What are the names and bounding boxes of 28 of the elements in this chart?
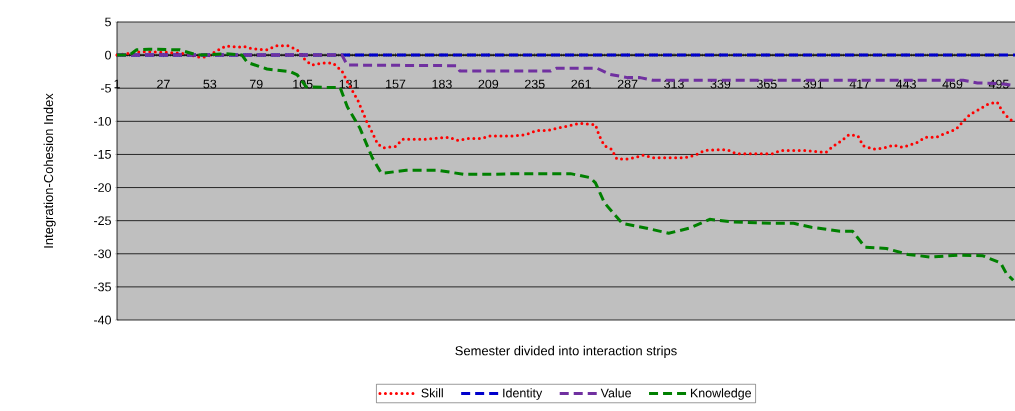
- x-tick-label: 261: [571, 79, 591, 89]
- y-tick-label: -5: [100, 83, 111, 93]
- y-axis-title: Integration-Cohesion Index: [43, 93, 56, 248]
- x-tick-label: 183: [432, 79, 452, 89]
- y-tick-label: -35: [94, 282, 111, 292]
- y-tick-label: -15: [94, 150, 111, 159]
- y-tick-label: -10: [94, 116, 111, 126]
- x-tick-label: 79: [249, 79, 263, 89]
- line-series: [115, 47, 1015, 282]
- x-tick-label: 157: [386, 79, 406, 89]
- x-axis-title: Semester divided into interaction strips: [455, 345, 677, 358]
- legend-label: Value: [600, 388, 631, 398]
- x-tick-label: 209: [478, 79, 499, 89]
- y-tick-label: -40: [94, 315, 111, 325]
- x-tick-label: 27: [157, 79, 170, 89]
- y-tick-label: 0: [105, 50, 111, 60]
- legend-label: Knowledge: [690, 388, 752, 400]
- x-tick-label: 287: [617, 79, 638, 89]
- x-tick-label: 235: [525, 79, 545, 89]
- x-tick-label: 443: [896, 79, 916, 89]
- y-tick-label: -20: [94, 183, 111, 192]
- legend-label: Identity: [503, 388, 543, 400]
- legend-label: Skill: [421, 388, 443, 398]
- y-tick-label: -25: [94, 216, 111, 226]
- x-tick-label: 53: [203, 79, 217, 89]
- y-tick-label: 5: [105, 17, 111, 27]
- y-tick-label: -30: [94, 249, 111, 259]
- x-tick-label: 1: [114, 79, 120, 89]
